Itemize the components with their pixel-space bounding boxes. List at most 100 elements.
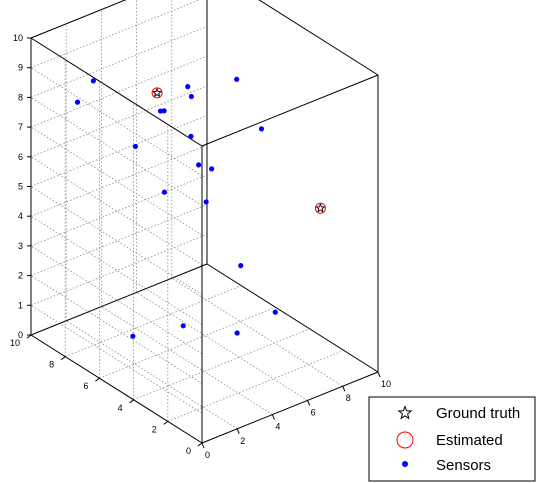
sensor-point bbox=[203, 199, 209, 205]
z-tick-label: 1 bbox=[18, 300, 23, 310]
z-tick-label: 7 bbox=[18, 122, 23, 132]
grid-line bbox=[99, 306, 276, 379]
x-tick-label: 6 bbox=[311, 407, 316, 417]
sensor-point bbox=[132, 143, 139, 150]
sensor-point bbox=[180, 323, 186, 329]
y-tick bbox=[163, 420, 169, 425]
grid-lines bbox=[30, 0, 379, 444]
y-tick-label: 6 bbox=[83, 381, 88, 391]
grid-line bbox=[30, 97, 203, 206]
sensor-point bbox=[258, 126, 265, 132]
grid-line bbox=[65, 285, 242, 357]
y-tick bbox=[60, 356, 66, 361]
dot-icon bbox=[402, 461, 408, 467]
estimated-point bbox=[314, 202, 326, 214]
legend: Ground truth Estimated Sensors bbox=[368, 396, 536, 482]
x-tick bbox=[201, 442, 205, 449]
x-tick-label: 0 bbox=[205, 450, 210, 460]
star-icon bbox=[397, 405, 413, 420]
x-tick bbox=[377, 371, 381, 378]
box-edge bbox=[30, 37, 203, 147]
grid-line bbox=[30, 204, 208, 276]
y-tick bbox=[197, 442, 203, 447]
x-tick-label: 4 bbox=[275, 422, 280, 432]
sensor-point bbox=[185, 84, 191, 90]
legend-label-estimated: Estimated bbox=[436, 432, 503, 449]
x-tick-label: 2 bbox=[240, 436, 245, 446]
grid-line bbox=[30, 55, 208, 128]
legend-label-sensors: Sensors bbox=[436, 457, 491, 474]
grid-line bbox=[65, 320, 238, 430]
sensor-point bbox=[90, 78, 96, 84]
legend-item-ground-truth: Ground truth bbox=[397, 405, 520, 422]
sensor-point bbox=[161, 189, 168, 195]
box-edge bbox=[30, 263, 208, 336]
box-edge bbox=[258, 0, 379, 76]
grid-line bbox=[30, 0, 200, 69]
ground-truth-point bbox=[151, 87, 163, 98]
legend-item-estimated: Estimated bbox=[396, 431, 503, 449]
y-tick-label: 10 bbox=[10, 338, 20, 348]
x-tick bbox=[307, 400, 311, 406]
grid-line bbox=[136, 292, 308, 401]
x-tick-label: 8 bbox=[346, 393, 351, 403]
z-tick-label: 3 bbox=[18, 241, 23, 251]
y-tick-label: 2 bbox=[152, 424, 157, 434]
legend-label-ground-truth: Ground truth bbox=[436, 405, 520, 422]
grid-line bbox=[167, 350, 344, 422]
grid-line bbox=[30, 233, 208, 306]
grid-line bbox=[30, 144, 208, 217]
x-tick bbox=[236, 428, 240, 434]
z-tick-label: 2 bbox=[18, 271, 23, 281]
axes-box bbox=[30, 0, 379, 444]
grid-line bbox=[30, 174, 208, 247]
sensor-point bbox=[74, 99, 81, 105]
z-tick-label: 8 bbox=[18, 92, 23, 102]
grid-line bbox=[30, 26, 208, 98]
z-tick-label: 9 bbox=[18, 63, 23, 73]
grid-line bbox=[133, 328, 310, 401]
grid-line bbox=[171, 277, 344, 387]
sensor-point bbox=[272, 309, 278, 315]
y-tick-label: 4 bbox=[118, 403, 123, 413]
grid-line bbox=[30, 156, 203, 266]
sensor-point bbox=[188, 133, 194, 139]
grid-line bbox=[30, 85, 208, 158]
grid-line bbox=[30, 115, 208, 187]
grid-line bbox=[30, 275, 203, 384]
grid-line bbox=[101, 306, 273, 415]
box-edge bbox=[206, 263, 379, 373]
box-edge bbox=[30, 334, 203, 444]
sensor-point bbox=[234, 330, 240, 336]
ground-truth-point bbox=[315, 202, 326, 213]
x-tick-label: 10 bbox=[381, 379, 391, 389]
grid-line bbox=[30, 245, 203, 355]
circle-icon bbox=[396, 431, 414, 449]
box-edge bbox=[201, 74, 379, 147]
y-tick-label: 0 bbox=[186, 446, 191, 456]
sensor-point bbox=[234, 76, 240, 82]
sensor-point bbox=[238, 263, 244, 269]
z-tick-label: 4 bbox=[18, 211, 23, 221]
grid-line bbox=[30, 215, 203, 325]
box-edge bbox=[201, 371, 379, 444]
estimated-point bbox=[151, 87, 163, 99]
sensor-point bbox=[196, 162, 202, 168]
z-tick-label: 5 bbox=[18, 182, 23, 192]
legend-item-sensors: Sensors bbox=[402, 457, 491, 474]
x-tick bbox=[271, 414, 275, 420]
y-tick bbox=[95, 377, 100, 382]
x-tick bbox=[342, 386, 346, 392]
box-edge bbox=[30, 0, 127, 39]
sensor-point bbox=[188, 93, 194, 100]
grid-line bbox=[30, 126, 203, 236]
grid-line bbox=[30, 186, 203, 295]
sensor-point bbox=[130, 333, 136, 339]
sensor-point bbox=[157, 108, 164, 114]
sensor-point bbox=[209, 166, 215, 172]
z-tick-label: 10 bbox=[13, 33, 23, 43]
z-tick-label: 0 bbox=[18, 330, 23, 340]
y-tick-label: 8 bbox=[49, 360, 54, 370]
